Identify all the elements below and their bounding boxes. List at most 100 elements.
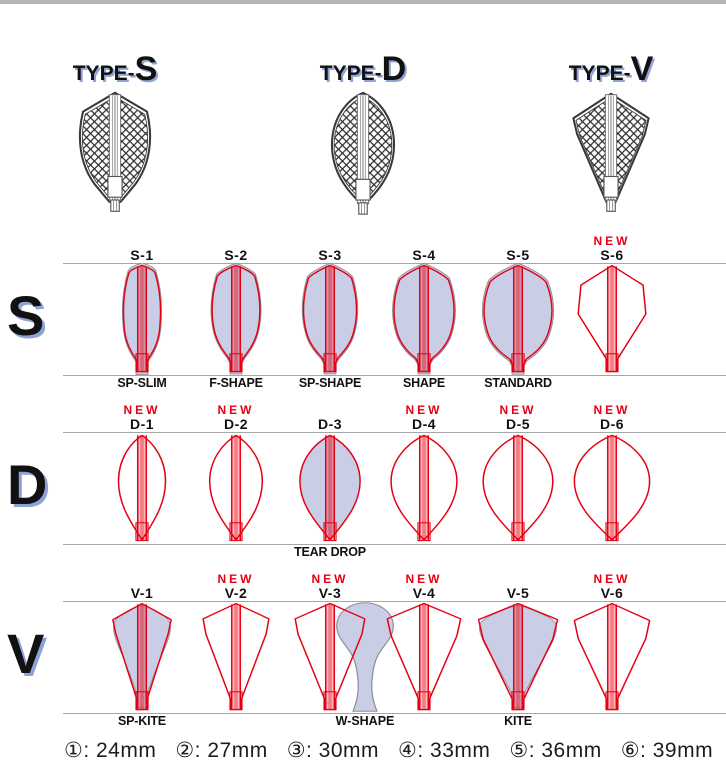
row-v: V W-SHAPE V-1 SP-KITE NEW V-2 NEW V-3 NEW V-4 … (7, 572, 726, 731)
type-title-letter: D (381, 50, 407, 88)
new-badge: NEW (311, 572, 349, 586)
flight-code: S-5 (506, 247, 530, 263)
flight-code: S-3 (318, 247, 342, 263)
flight-cell: V-5 KITE (471, 572, 565, 731)
flight-cell: S-2 F-SHAPE (189, 234, 283, 393)
flight-shaft-icon (229, 435, 243, 542)
new-badge: NEW (593, 403, 631, 417)
flight-code: D-2 (223, 416, 249, 432)
flight-shaft-icon (323, 266, 337, 373)
type-title-prefix: TYPE- (319, 62, 382, 85)
legend-item: ④: 33mm (398, 739, 491, 762)
size-legend: ①: 24mm ②: 27mm ③: 30mm ④: 33mm ⑤: 36mm ⑥: 39… (64, 738, 726, 763)
flight-code: D-4 (411, 416, 437, 432)
legend-item: ⑥: 39mm (620, 739, 714, 762)
type-title: TYPE-S (35, 50, 195, 88)
flight-outline-icon (392, 263, 456, 375)
flight-caption: STANDARD (484, 376, 552, 390)
flight-caption: SP-SLIM (117, 376, 167, 390)
flight-cell: NEW V-3 (283, 572, 377, 731)
type-title-letter: S (134, 50, 158, 88)
flight-outline-icon (121, 263, 163, 375)
type-title-prefix: TYPE- (568, 62, 631, 85)
flight-caption: SHAPE (402, 376, 446, 390)
w-shape-icon (336, 602, 394, 712)
flight-outline-icon (210, 263, 262, 375)
row-bottom-line (63, 375, 726, 376)
flight-caption: F-SHAPE (209, 376, 263, 390)
type-title: TYPE-D (283, 50, 443, 88)
flight-code: S-2 (224, 247, 248, 263)
type-s-column: TYPE-S (35, 50, 195, 216)
new-badge: NEW (593, 572, 631, 586)
flight-cell: V-1 SP-KITE (95, 572, 189, 731)
flight-shaft-icon (511, 266, 525, 373)
row-top-line (63, 263, 726, 264)
type-title-letter: V (630, 50, 654, 88)
flight-outline-icon (301, 263, 359, 375)
flight-outline-icon (482, 434, 554, 542)
flight-code: S-1 (130, 247, 154, 263)
new-badge: NEW (123, 403, 161, 417)
flight-shaft-icon (511, 435, 525, 542)
type-v-flight-crosshatch-icon (572, 92, 650, 212)
flight-caption: KITE (504, 714, 532, 728)
flight-cell: S-4 SHAPE (377, 234, 471, 393)
header-types: TYPE-S TYPE-D TYPE-V (0, 50, 726, 216)
flight-shaft-icon (229, 604, 243, 711)
flight-cell: NEW D-4 (377, 403, 471, 562)
flight-shaft-icon (417, 435, 431, 542)
flight-cells: S-1 SP-SLIM S-2 F-SHAPE S-3 SP-SHAPE S-4 SH… (95, 234, 659, 393)
legend-item: ③: 30mm (286, 739, 380, 762)
flight-code: V-2 (224, 585, 248, 601)
flight-caption: TEAR DROP (294, 545, 366, 559)
flight-code: S-6 (600, 247, 624, 263)
flight-shaft-icon (323, 604, 337, 711)
flight-shaft-icon (135, 266, 149, 373)
flight-code: D-5 (505, 416, 531, 432)
flight-outline-icon (112, 602, 172, 711)
flight-cell: NEW V-2 (189, 572, 283, 731)
flight-code: D-6 (599, 416, 625, 432)
new-badge: NEW (405, 403, 443, 417)
type-d-column: TYPE-D (283, 50, 443, 216)
flight-cell: NEW D-6 (565, 403, 659, 562)
flight-outline-icon (481, 263, 555, 375)
type-s-flight-crosshatch-icon (78, 91, 152, 212)
flight-shaft-icon (135, 604, 149, 711)
type-title: TYPE-V (531, 50, 691, 88)
flight-shaft-icon (605, 266, 619, 373)
flight-cell: S-5 STANDARD (471, 234, 565, 393)
flight-outline-icon (208, 434, 264, 542)
flight-outline-icon (390, 434, 458, 542)
flight-code: V-3 (318, 585, 342, 601)
row-letter: S (7, 284, 45, 347)
flight-shaft-icon (605, 435, 619, 542)
flight-cell: NEW D-1 (95, 403, 189, 562)
legend-item: ②: 27mm (175, 739, 268, 762)
new-badge: NEW (499, 403, 537, 417)
flight-cells: NEW D-1 NEW D-2 D-3 TEAR DROP NEW D-4 NEW D-5… (95, 403, 659, 562)
new-badge: NEW (217, 572, 255, 586)
row-s: S S-1 SP-SLIM S-2 F-SHAPE S-3 SP-SHAPE S-4 S… (7, 234, 726, 393)
flight-cell: NEW D-2 (189, 403, 283, 562)
flight-code: V-4 (412, 585, 436, 601)
flight-code: V-6 (600, 585, 624, 601)
new-badge: NEW (405, 572, 443, 586)
flight-shaft-icon (323, 435, 337, 542)
flight-shaft-icon (417, 604, 431, 711)
flight-shaft-icon (511, 604, 525, 711)
row-d: D NEW D-1 NEW D-2 D-3 TEAR DROP NEW D-4 NEW D-… (7, 403, 726, 562)
flight-code: D-1 (129, 416, 155, 432)
flight-shaft-icon (417, 266, 431, 373)
w-shape-caption: W-SHAPE (335, 714, 395, 728)
flight-cell: NEW V-6 (565, 572, 659, 731)
flight-code: V-1 (130, 585, 154, 601)
flight-code: V-5 (506, 585, 530, 601)
type-title-prefix: TYPE- (72, 62, 135, 85)
row-bottom-line (63, 713, 726, 714)
flight-outline-icon (294, 602, 366, 711)
flight-cell: NEW V-4 (377, 572, 471, 731)
legend-item: ①: 24mm (64, 739, 157, 762)
